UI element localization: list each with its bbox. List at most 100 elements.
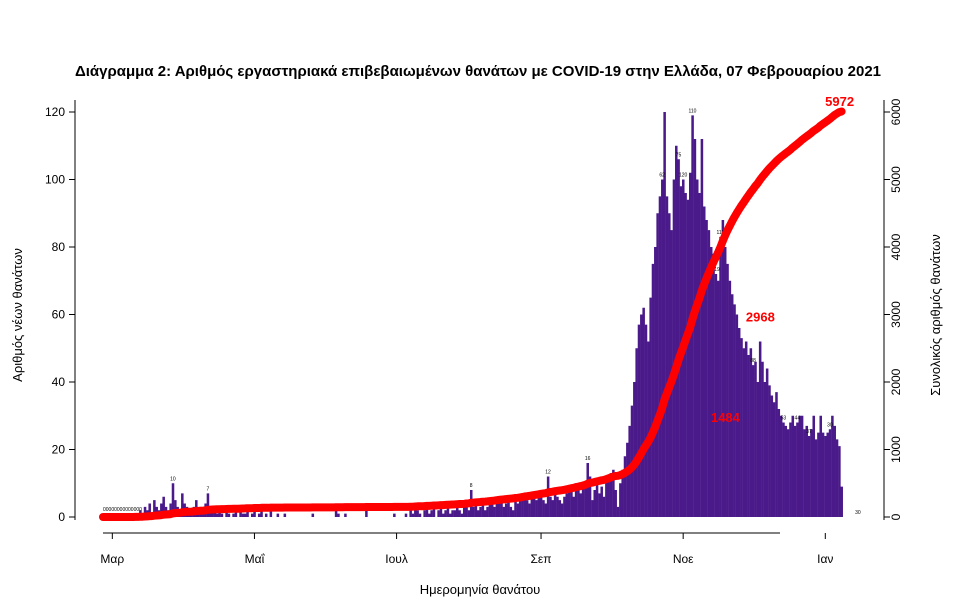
bar xyxy=(483,510,487,517)
bar xyxy=(819,415,823,517)
bar xyxy=(709,247,713,517)
bar xyxy=(525,500,529,517)
bar xyxy=(216,513,219,517)
bar xyxy=(756,382,760,517)
bar xyxy=(509,506,513,517)
bar xyxy=(409,510,412,517)
y-tick-label: 80 xyxy=(52,240,66,254)
bar xyxy=(479,506,482,517)
bar xyxy=(707,230,711,517)
bar xyxy=(584,483,587,517)
bar xyxy=(537,493,541,517)
bar xyxy=(693,139,697,517)
bar xyxy=(686,199,690,517)
bar xyxy=(770,395,774,517)
bar xyxy=(444,510,447,517)
bar xyxy=(817,432,820,517)
bar xyxy=(334,510,338,517)
bar xyxy=(572,496,576,517)
bar xyxy=(579,493,583,517)
bar xyxy=(220,513,224,517)
bar xyxy=(148,503,151,517)
bar xyxy=(749,348,753,517)
x-tick-label: Ιουλ xyxy=(385,552,408,566)
bar xyxy=(160,503,163,517)
bar xyxy=(472,506,475,517)
bar xyxy=(742,348,746,517)
bar xyxy=(621,469,624,517)
bar xyxy=(705,220,708,517)
bar xyxy=(726,263,729,517)
bar xyxy=(211,510,214,517)
bar xyxy=(647,341,650,517)
bar xyxy=(649,297,652,517)
bar xyxy=(763,382,767,517)
bar xyxy=(633,382,636,517)
bar xyxy=(675,145,678,517)
bar xyxy=(458,510,461,517)
bar xyxy=(446,506,450,517)
y2-tick-label: 6000 xyxy=(889,98,903,125)
bar xyxy=(476,510,480,517)
bar xyxy=(658,196,662,517)
x-tick-label: Σεπ xyxy=(531,552,552,566)
bar xyxy=(174,500,177,517)
bar xyxy=(663,112,666,517)
bar xyxy=(605,476,608,517)
bar xyxy=(437,510,440,517)
bar-value-label: 112 xyxy=(716,230,724,236)
bar xyxy=(588,476,592,517)
bar-value-label: 62 xyxy=(659,173,665,179)
bar xyxy=(595,483,599,517)
y-tick-label: 100 xyxy=(45,173,65,187)
y2-tick-label: 4000 xyxy=(889,233,903,260)
bar xyxy=(626,442,629,517)
bar-value-label: 30 xyxy=(855,510,861,516)
bar xyxy=(616,506,620,517)
y-axis-title: Αριθμός νέων θανάτων xyxy=(10,248,25,382)
bar-value-label: 30 xyxy=(827,422,833,428)
bar xyxy=(311,513,315,517)
bar xyxy=(504,503,508,517)
bar xyxy=(171,483,175,517)
bar xyxy=(544,503,548,517)
bar xyxy=(716,280,720,517)
bar xyxy=(695,179,699,517)
bar xyxy=(800,415,804,517)
cumulative-label: 2968 xyxy=(746,310,775,325)
bar xyxy=(656,213,659,517)
bar-value-label: 110 xyxy=(688,108,696,114)
bar xyxy=(439,506,443,517)
bar xyxy=(831,415,834,517)
bar xyxy=(600,486,603,517)
y-tick-label: 40 xyxy=(52,375,66,389)
bar xyxy=(495,496,499,517)
bar xyxy=(423,510,426,517)
bar xyxy=(225,510,228,517)
bar xyxy=(702,206,706,517)
bar xyxy=(276,513,280,517)
bar xyxy=(612,469,615,517)
bar xyxy=(563,496,566,517)
bar xyxy=(257,513,261,517)
bar xyxy=(728,280,732,517)
bar xyxy=(551,500,555,517)
bar xyxy=(460,513,464,517)
bar xyxy=(365,510,368,517)
bar xyxy=(791,415,795,517)
bar xyxy=(735,314,739,517)
bar xyxy=(712,253,715,517)
bar xyxy=(269,510,273,517)
bar xyxy=(542,500,545,517)
bar xyxy=(493,506,496,517)
bar-value-label: 53 xyxy=(781,416,787,422)
bar xyxy=(528,503,531,517)
bar xyxy=(840,486,843,517)
cumulative-label: 1484 xyxy=(711,410,741,425)
bar xyxy=(455,506,459,517)
bar xyxy=(637,324,641,517)
bar xyxy=(591,500,594,517)
bar xyxy=(609,473,613,517)
bar xyxy=(623,456,627,517)
